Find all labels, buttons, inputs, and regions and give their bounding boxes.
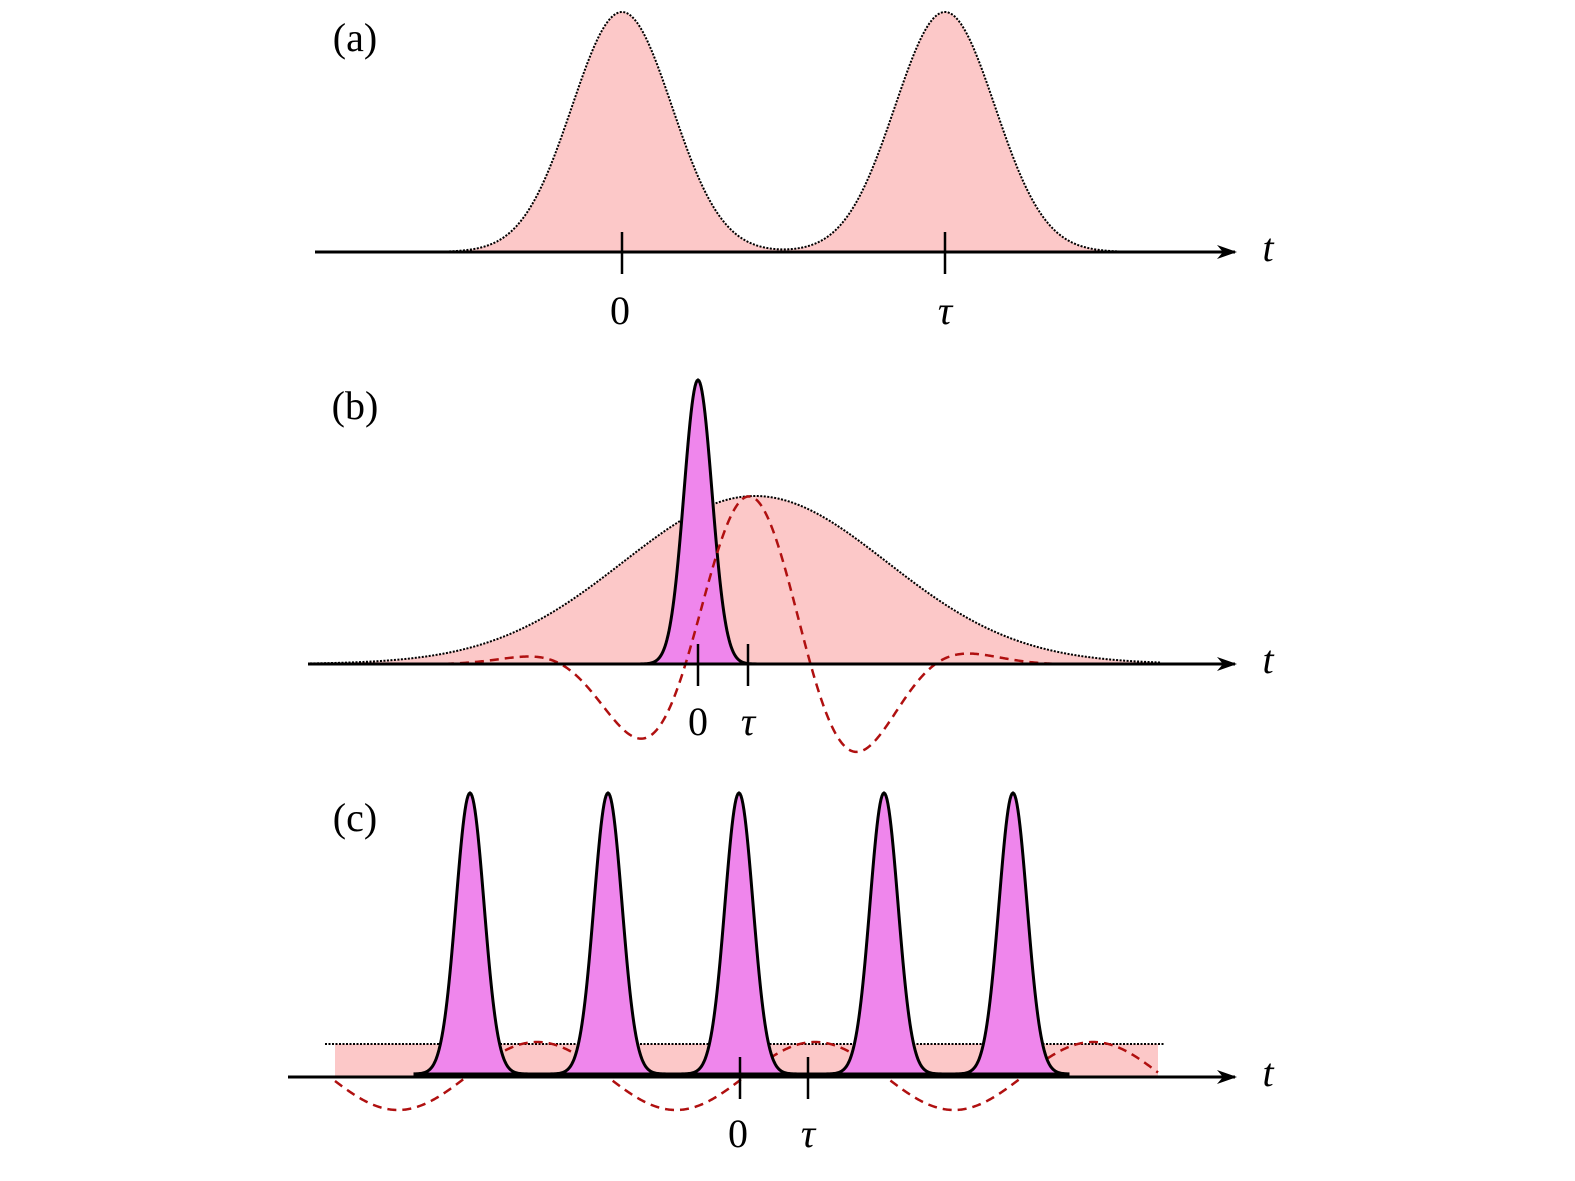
broad-envelope xyxy=(309,495,1161,665)
axis-label: t xyxy=(1262,637,1274,682)
tick-label: 0 xyxy=(728,1111,748,1156)
tick-label: 0 xyxy=(688,699,708,744)
narrow-pulse xyxy=(638,378,758,666)
panel-label: (c) xyxy=(333,795,377,840)
tick-label: τ xyxy=(801,1111,817,1156)
panel-label: (b) xyxy=(332,383,379,428)
pulse-envelope xyxy=(434,10,1131,253)
tick-label: τ xyxy=(938,288,954,333)
drawing xyxy=(288,10,1237,1112)
axis-label: t xyxy=(1262,1050,1274,1095)
axis-label: t xyxy=(1262,225,1274,270)
panel-label: (a) xyxy=(333,15,377,60)
pulse-area xyxy=(435,12,1130,252)
tick-label: 0 xyxy=(610,288,630,333)
broad-area xyxy=(310,496,1160,664)
tick-label: τ xyxy=(741,699,757,744)
pulse-train xyxy=(413,791,1070,1076)
